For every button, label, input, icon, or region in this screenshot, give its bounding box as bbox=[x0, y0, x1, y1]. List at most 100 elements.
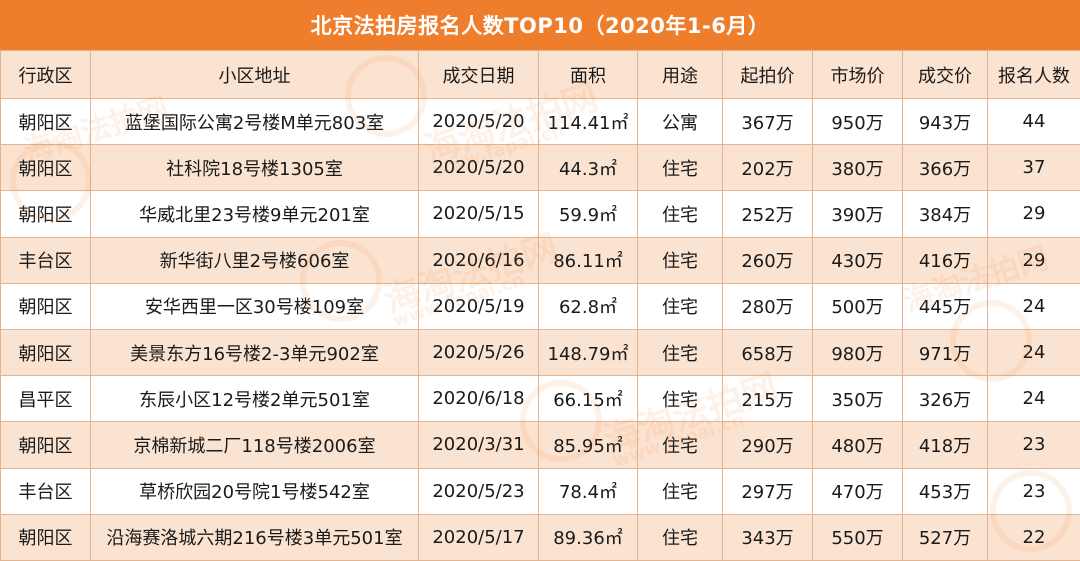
cell-deal-price: 527万 bbox=[902, 513, 988, 561]
header-signups: 报名人数 bbox=[987, 50, 1080, 99]
cell-start-price: 297万 bbox=[722, 467, 813, 515]
header-address: 小区地址 bbox=[90, 50, 419, 99]
cell-deal-date: 2020/5/23 bbox=[418, 467, 539, 515]
cell-deal-price: 453万 bbox=[902, 467, 988, 515]
cell-usage: 公寓 bbox=[637, 97, 723, 146]
cell-district: 朝阳区 bbox=[0, 282, 91, 330]
page-title: 北京法拍房报名人数TOP10（2020年1-6月） bbox=[0, 0, 1080, 50]
cell-address: 京棉新城二厂118号楼2006室 bbox=[90, 421, 419, 469]
cell-deal-price: 416万 bbox=[902, 236, 988, 284]
cell-deal-price: 418万 bbox=[902, 421, 988, 469]
cell-usage: 住宅 bbox=[637, 144, 723, 192]
header-area: 面积 bbox=[538, 50, 638, 99]
cell-signups: 22 bbox=[987, 513, 1080, 561]
table-row: 朝阳区 美景东方16号楼2-3单元902室 2020/5/26 148.79㎡ 住宅 65… bbox=[0, 328, 1080, 377]
table-header: 行政区 小区地址 成交日期 面积 用途 起拍价 市场价 成交价 报名人数 bbox=[0, 50, 1080, 99]
cell-deal-price: 326万 bbox=[902, 375, 988, 423]
cell-deal-price: 943万 bbox=[902, 97, 988, 146]
cell-address: 社科院18号楼1305室 bbox=[90, 144, 419, 192]
cell-market-price: 350万 bbox=[812, 375, 903, 423]
cell-usage: 住宅 bbox=[637, 236, 723, 284]
cell-start-price: 215万 bbox=[722, 375, 813, 423]
table-row: 朝阳区 社科院18号楼1305室 2020/5/20 44.3㎡ 住宅 202万 380万 3… bbox=[0, 144, 1080, 192]
cell-start-price: 202万 bbox=[722, 144, 813, 192]
cell-start-price: 290万 bbox=[722, 421, 813, 469]
table-row: 朝阳区 沿海赛洛城六期216号楼3单元501室 2020/5/17 89.36㎡ 住宅 3… bbox=[0, 513, 1080, 561]
cell-market-price: 980万 bbox=[812, 328, 903, 377]
cell-deal-price: 971万 bbox=[902, 328, 988, 377]
cell-address: 安华西里一区30号楼109室 bbox=[90, 282, 419, 330]
cell-deal-date: 2020/5/17 bbox=[418, 513, 539, 561]
cell-market-price: 550万 bbox=[812, 513, 903, 561]
header-district: 行政区 bbox=[0, 50, 91, 99]
cell-signups: 44 bbox=[987, 97, 1080, 146]
cell-deal-date: 2020/5/19 bbox=[418, 282, 539, 330]
cell-area: 89.36㎡ bbox=[538, 513, 638, 561]
cell-district: 朝阳区 bbox=[0, 190, 91, 238]
ranking-table: 行政区 小区地址 成交日期 面积 用途 起拍价 市场价 成交价 报名人数 朝阳区… bbox=[0, 50, 1080, 561]
cell-start-price: 367万 bbox=[722, 97, 813, 146]
cell-start-price: 658万 bbox=[722, 328, 813, 377]
cell-area: 86.11㎡ bbox=[538, 236, 638, 284]
cell-area: 148.79㎡ bbox=[538, 328, 638, 377]
cell-deal-date: 2020/5/20 bbox=[418, 97, 539, 146]
header-usage: 用途 bbox=[637, 50, 723, 99]
cell-deal-date: 2020/3/31 bbox=[418, 421, 539, 469]
cell-usage: 住宅 bbox=[637, 375, 723, 423]
cell-signups: 24 bbox=[987, 282, 1080, 330]
cell-address: 草桥欣园20号院1号楼542室 bbox=[90, 467, 419, 515]
cell-deal-date: 2020/5/15 bbox=[418, 190, 539, 238]
cell-usage: 住宅 bbox=[637, 328, 723, 377]
table-row: 丰台区 新华街八里2号楼606室 2020/6/16 86.11㎡ 住宅 260万 430万… bbox=[0, 236, 1080, 284]
table-row: 朝阳区 蓝堡国际公寓2号楼M单元803室 2020/5/20 114.41㎡ 公寓 367… bbox=[0, 97, 1080, 146]
cell-start-price: 260万 bbox=[722, 236, 813, 284]
cell-market-price: 480万 bbox=[812, 421, 903, 469]
cell-district: 朝阳区 bbox=[0, 97, 91, 146]
cell-signups: 23 bbox=[987, 421, 1080, 469]
table-row: 朝阳区 京棉新城二厂118号楼2006室 2020/3/31 85.95㎡ 住宅 290万… bbox=[0, 421, 1080, 469]
table-row: 朝阳区 安华西里一区30号楼109室 2020/5/19 62.8㎡ 住宅 280万 500… bbox=[0, 282, 1080, 330]
cell-address: 东辰小区12号楼2单元501室 bbox=[90, 375, 419, 423]
cell-signups: 24 bbox=[987, 328, 1080, 377]
cell-market-price: 430万 bbox=[812, 236, 903, 284]
cell-district: 朝阳区 bbox=[0, 328, 91, 377]
cell-deal-date: 2020/5/26 bbox=[418, 328, 539, 377]
cell-district: 丰台区 bbox=[0, 467, 91, 515]
header-start-price: 起拍价 bbox=[722, 50, 813, 99]
cell-start-price: 343万 bbox=[722, 513, 813, 561]
cell-deal-price: 445万 bbox=[902, 282, 988, 330]
cell-address: 蓝堡国际公寓2号楼M单元803室 bbox=[90, 97, 419, 146]
cell-deal-price: 384万 bbox=[902, 190, 988, 238]
cell-district: 朝阳区 bbox=[0, 421, 91, 469]
cell-area: 78.4㎡ bbox=[538, 467, 638, 515]
cell-market-price: 950万 bbox=[812, 97, 903, 146]
cell-address: 沿海赛洛城六期216号楼3单元501室 bbox=[90, 513, 419, 561]
header-row: 行政区 小区地址 成交日期 面积 用途 起拍价 市场价 成交价 报名人数 bbox=[0, 50, 1080, 99]
cell-district: 朝阳区 bbox=[0, 144, 91, 192]
header-market-price: 市场价 bbox=[812, 50, 903, 99]
cell-area: 114.41㎡ bbox=[538, 97, 638, 146]
cell-usage: 住宅 bbox=[637, 421, 723, 469]
cell-market-price: 500万 bbox=[812, 282, 903, 330]
cell-start-price: 280万 bbox=[722, 282, 813, 330]
cell-usage: 住宅 bbox=[637, 282, 723, 330]
table-row: 丰台区 草桥欣园20号院1号楼542室 2020/5/23 78.4㎡ 住宅 297万 47… bbox=[0, 467, 1080, 515]
cell-market-price: 390万 bbox=[812, 190, 903, 238]
cell-start-price: 252万 bbox=[722, 190, 813, 238]
cell-usage: 住宅 bbox=[637, 190, 723, 238]
cell-address: 美景东方16号楼2-3单元902室 bbox=[90, 328, 419, 377]
cell-address: 华威北里23号楼9单元201室 bbox=[90, 190, 419, 238]
cell-signups: 29 bbox=[987, 236, 1080, 284]
cell-deal-date: 2020/5/20 bbox=[418, 144, 539, 192]
cell-district: 昌平区 bbox=[0, 375, 91, 423]
cell-area: 44.3㎡ bbox=[538, 144, 638, 192]
table-row: 昌平区 东辰小区12号楼2单元501室 2020/6/18 66.15㎡ 住宅 215万 3… bbox=[0, 375, 1080, 423]
cell-district: 丰台区 bbox=[0, 236, 91, 284]
cell-signups: 29 bbox=[987, 190, 1080, 238]
cell-usage: 住宅 bbox=[637, 513, 723, 561]
header-deal-price: 成交价 bbox=[902, 50, 988, 99]
cell-area: 85.95㎡ bbox=[538, 421, 638, 469]
table-body: 朝阳区 蓝堡国际公寓2号楼M单元803室 2020/5/20 114.41㎡ 公寓 367… bbox=[0, 97, 1080, 561]
cell-market-price: 380万 bbox=[812, 144, 903, 192]
